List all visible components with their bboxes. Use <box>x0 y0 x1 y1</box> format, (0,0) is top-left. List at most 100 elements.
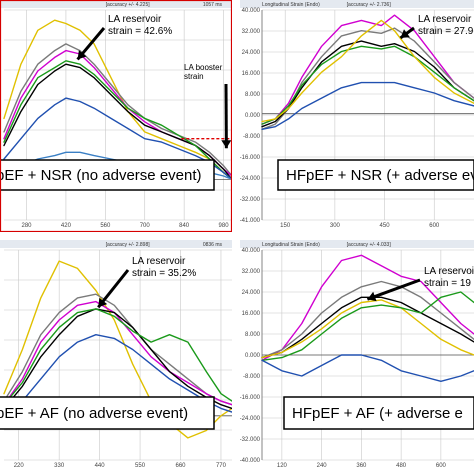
panel-header <box>240 240 474 248</box>
y-tick-label: 8.000 <box>245 332 261 338</box>
x-tick-label: 300 <box>330 223 341 229</box>
annotation-arrow-head <box>98 297 108 308</box>
caption-box <box>277 159 474 191</box>
x-tick-label: 330 <box>54 463 65 469</box>
panel-header <box>240 0 474 8</box>
panel-bottom-left: [accuracy +/- 2.898] 0836 ms 220 330 440 550 6… <box>0 240 233 474</box>
header-duration-label: 1057 ms <box>203 2 223 8</box>
annotation-label: LA reservoir <box>424 266 474 277</box>
y-tick-label: -8.000 <box>243 134 261 140</box>
strain-curve-5 <box>261 19 474 123</box>
x-tick-label: 360 <box>356 463 367 469</box>
x-tick-label: 770 <box>216 463 227 469</box>
y-tick-label: 40.000 <box>242 248 261 254</box>
y-tick-label: 24.000 <box>242 50 261 56</box>
strain-curve-6 <box>261 354 474 382</box>
strain-curve-5 <box>3 308 233 406</box>
panel-header <box>0 0 232 8</box>
panel-background <box>0 0 232 232</box>
annotation-arrow-head <box>221 140 232 149</box>
y-tick-label: 16.000 <box>242 71 261 77</box>
y-tick-label: -24.000 <box>240 176 261 182</box>
y-tick-label: -8.000 <box>243 374 261 380</box>
y-tick-label: -41.000 <box>240 218 261 224</box>
header-accuracy-label: [accuracy +/- 4.033] <box>347 242 392 248</box>
caption-text: HFpEF + NSR (+ adverse event) <box>286 167 474 184</box>
panel-header <box>0 240 232 248</box>
x-tick-label: 660 <box>176 463 187 469</box>
header-left-label: Longitudinal Strain (Endo) <box>262 2 320 8</box>
annotation-label: LA reservoir <box>132 256 186 267</box>
y-tick-label: 32.000 <box>242 29 261 35</box>
caption-text: HFpEF + AF (+ adverse e <box>292 405 463 422</box>
annotation-label: LA reservoir <box>418 14 472 25</box>
strain-curve-4 <box>3 63 233 181</box>
strain-curve-2 <box>261 280 474 359</box>
x-tick-label: 980 <box>219 223 230 229</box>
gutter-horizontal <box>0 232 474 240</box>
strain-curve-1 <box>3 260 233 439</box>
header-duration-label: 0836 ms <box>203 242 223 248</box>
y-tick-label: 8.000 <box>245 92 261 98</box>
strain-curve-2 <box>3 43 233 177</box>
y-tick-label: 24.000 <box>242 290 261 296</box>
header-accuracy-label: [accuracy +/- 2.898] <box>106 242 151 248</box>
y-tick-label: 16.000 <box>242 311 261 317</box>
y-tick-label: 40.000 <box>242 8 261 14</box>
strain-curve-4 <box>3 308 233 410</box>
strain-curve-1 <box>261 254 474 361</box>
panel-top-left: [accuracy +/- 4.225] 1057 ms 280 420 560 700 8… <box>0 0 233 233</box>
strain-curve-4 <box>261 299 474 359</box>
x-tick-label: 150 <box>280 223 291 229</box>
y-tick-label: -16.000 <box>240 155 261 161</box>
header-left-label: Longitudinal Strain (Endo) <box>262 242 320 248</box>
annotation-label: LA reservoir <box>108 14 162 25</box>
annotation-label: strain = 35.2% <box>132 268 196 279</box>
x-tick-label: 420 <box>61 223 72 229</box>
strain-curve-5 <box>3 60 233 181</box>
x-tick-label: 550 <box>135 463 146 469</box>
panel-background <box>240 240 474 474</box>
caption-box <box>0 396 215 430</box>
annotation-arrow-head <box>77 50 87 60</box>
x-tick-label: 240 <box>317 463 328 469</box>
y-tick-label: -24.000 <box>240 416 261 422</box>
annotation-label: strain = 42.6% <box>108 26 172 37</box>
x-tick-label: 600 <box>429 223 440 229</box>
header-accuracy-label: [accuracy +/- 4.225] <box>106 2 151 8</box>
x-tick-label: 700 <box>140 223 151 229</box>
y-tick-label: 0.000 <box>245 113 261 119</box>
y-tick-label: -40.000 <box>240 458 261 464</box>
panel-top-right: Longitudinal Strain (Endo) [accuracy +/- … <box>240 0 474 232</box>
caption-text: HFpEF + NSR (no adverse event) <box>0 167 202 184</box>
x-tick-label: 120 <box>277 463 288 469</box>
x-tick-label: 480 <box>396 463 407 469</box>
y-tick-label: -32.000 <box>240 197 261 203</box>
caption-box <box>283 396 474 430</box>
x-tick-label: 560 <box>100 223 111 229</box>
panel-frame <box>0 0 233 233</box>
panel-bottom-right: Longitudinal Strain (Endo) [accuracy +/- … <box>240 240 474 474</box>
annotation-label: LA booster <box>184 63 223 72</box>
x-tick-label: 280 <box>22 223 33 229</box>
annotation-label: strain <box>184 72 204 81</box>
header-accuracy-label: [accuracy +/- 2.736] <box>347 2 392 8</box>
x-tick-label: 450 <box>380 223 391 229</box>
strain-curve-5 <box>261 291 474 361</box>
y-tick-label: -32.000 <box>240 437 261 443</box>
y-tick-label: 32.000 <box>242 269 261 275</box>
y-tick-label: 0.000 <box>245 353 261 359</box>
x-tick-label: 600 <box>436 463 447 469</box>
strain-curve-4 <box>261 45 474 125</box>
strain-curve-1 <box>261 14 474 125</box>
annotation-label: strain = 27.9 <box>418 26 474 37</box>
annotation-label: strain = 19 <box>424 278 471 289</box>
strain-curve-6 <box>261 81 474 131</box>
annotation-arrow-shaft <box>366 278 421 301</box>
annotation-arrow-head <box>367 291 377 302</box>
strain-curve-6 <box>3 97 233 181</box>
x-tick-label: 840 <box>179 223 190 229</box>
caption-box <box>0 159 215 191</box>
x-tick-label: 440 <box>95 463 106 469</box>
